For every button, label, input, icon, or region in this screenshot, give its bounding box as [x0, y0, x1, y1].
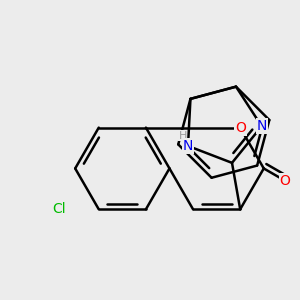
Text: Cl: Cl	[52, 202, 65, 216]
Text: O: O	[235, 121, 246, 135]
Text: O: O	[280, 174, 290, 188]
Text: N: N	[183, 139, 193, 153]
Text: N: N	[256, 119, 267, 133]
Text: H: H	[179, 131, 187, 141]
